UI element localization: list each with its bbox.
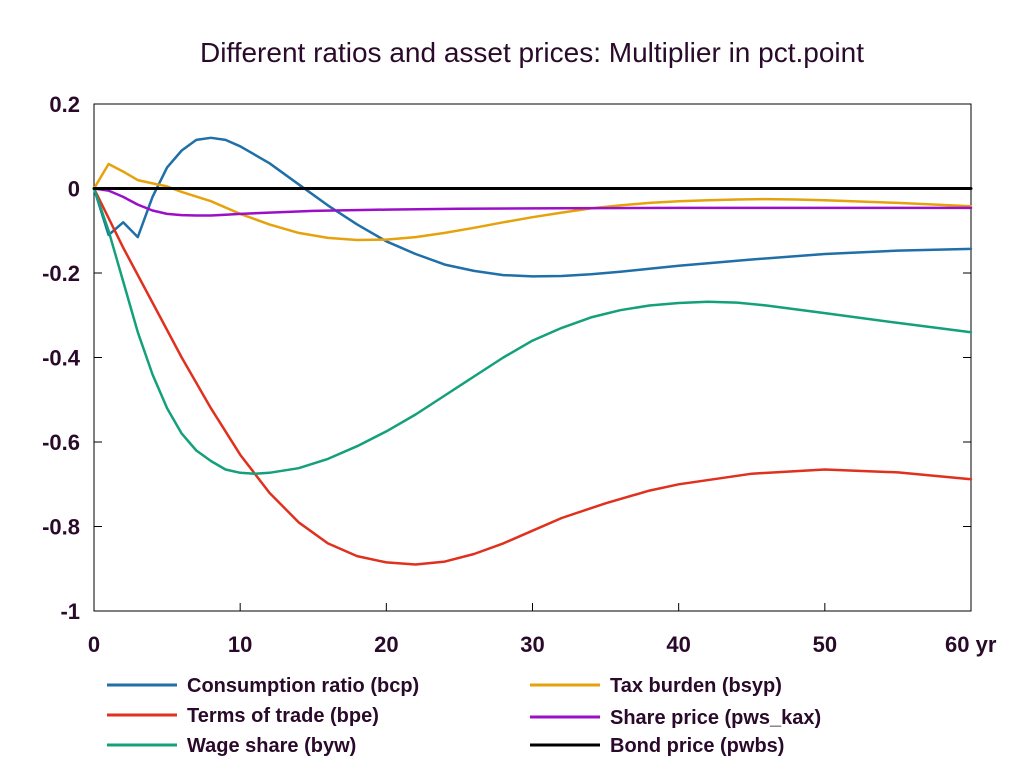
legend-label-2: Wage share (byw) xyxy=(187,735,356,757)
series-line-1 xyxy=(92,187,973,566)
x-tick-label: 30 xyxy=(520,632,544,657)
series-line-0 xyxy=(92,136,973,278)
x-tick-label: 40 xyxy=(666,632,690,657)
legend-label-1: Terms of trade (bpe) xyxy=(187,705,379,727)
chart-title: Different ratios and asset prices: Multi… xyxy=(200,37,864,68)
y-tick-label: 0.2 xyxy=(49,92,80,117)
x-tick-label: 50 xyxy=(813,632,837,657)
y-tick-label: -0.4 xyxy=(42,346,81,371)
x-tick-label: 20 xyxy=(374,632,398,657)
x-tick-label: 0 xyxy=(88,632,100,657)
legend-label-0: Consumption ratio (bcp) xyxy=(187,675,419,697)
y-tick-label: -0.8 xyxy=(42,515,80,540)
legend-label-3: Tax burden (bsyp) xyxy=(610,675,782,697)
y-tick-label: -0.6 xyxy=(42,430,80,455)
y-tick-label: -0.2 xyxy=(42,261,80,286)
series-line-3 xyxy=(92,162,973,242)
y-tick-label: 0 xyxy=(68,177,80,202)
y-tick-label: -1 xyxy=(60,599,80,624)
series-line-2 xyxy=(92,187,973,475)
x-tick-label: 60 yr xyxy=(945,632,997,657)
x-tick-label: 10 xyxy=(228,632,252,657)
legend-label-5: Bond price (pwbs) xyxy=(610,735,784,757)
legend: Consumption ratio (bcp) Terms of trade (b… xyxy=(107,675,821,757)
series-layer xyxy=(92,136,973,566)
plot-frame xyxy=(93,103,972,612)
axes: 0.2 0 -0.2 -0.4 -0.6 -0.8 -1 0 10 20 30 40 50 60 yr xyxy=(42,92,997,657)
legend-label-4: Share price (pws_kax) xyxy=(610,707,821,729)
series-line-4 xyxy=(92,187,973,217)
